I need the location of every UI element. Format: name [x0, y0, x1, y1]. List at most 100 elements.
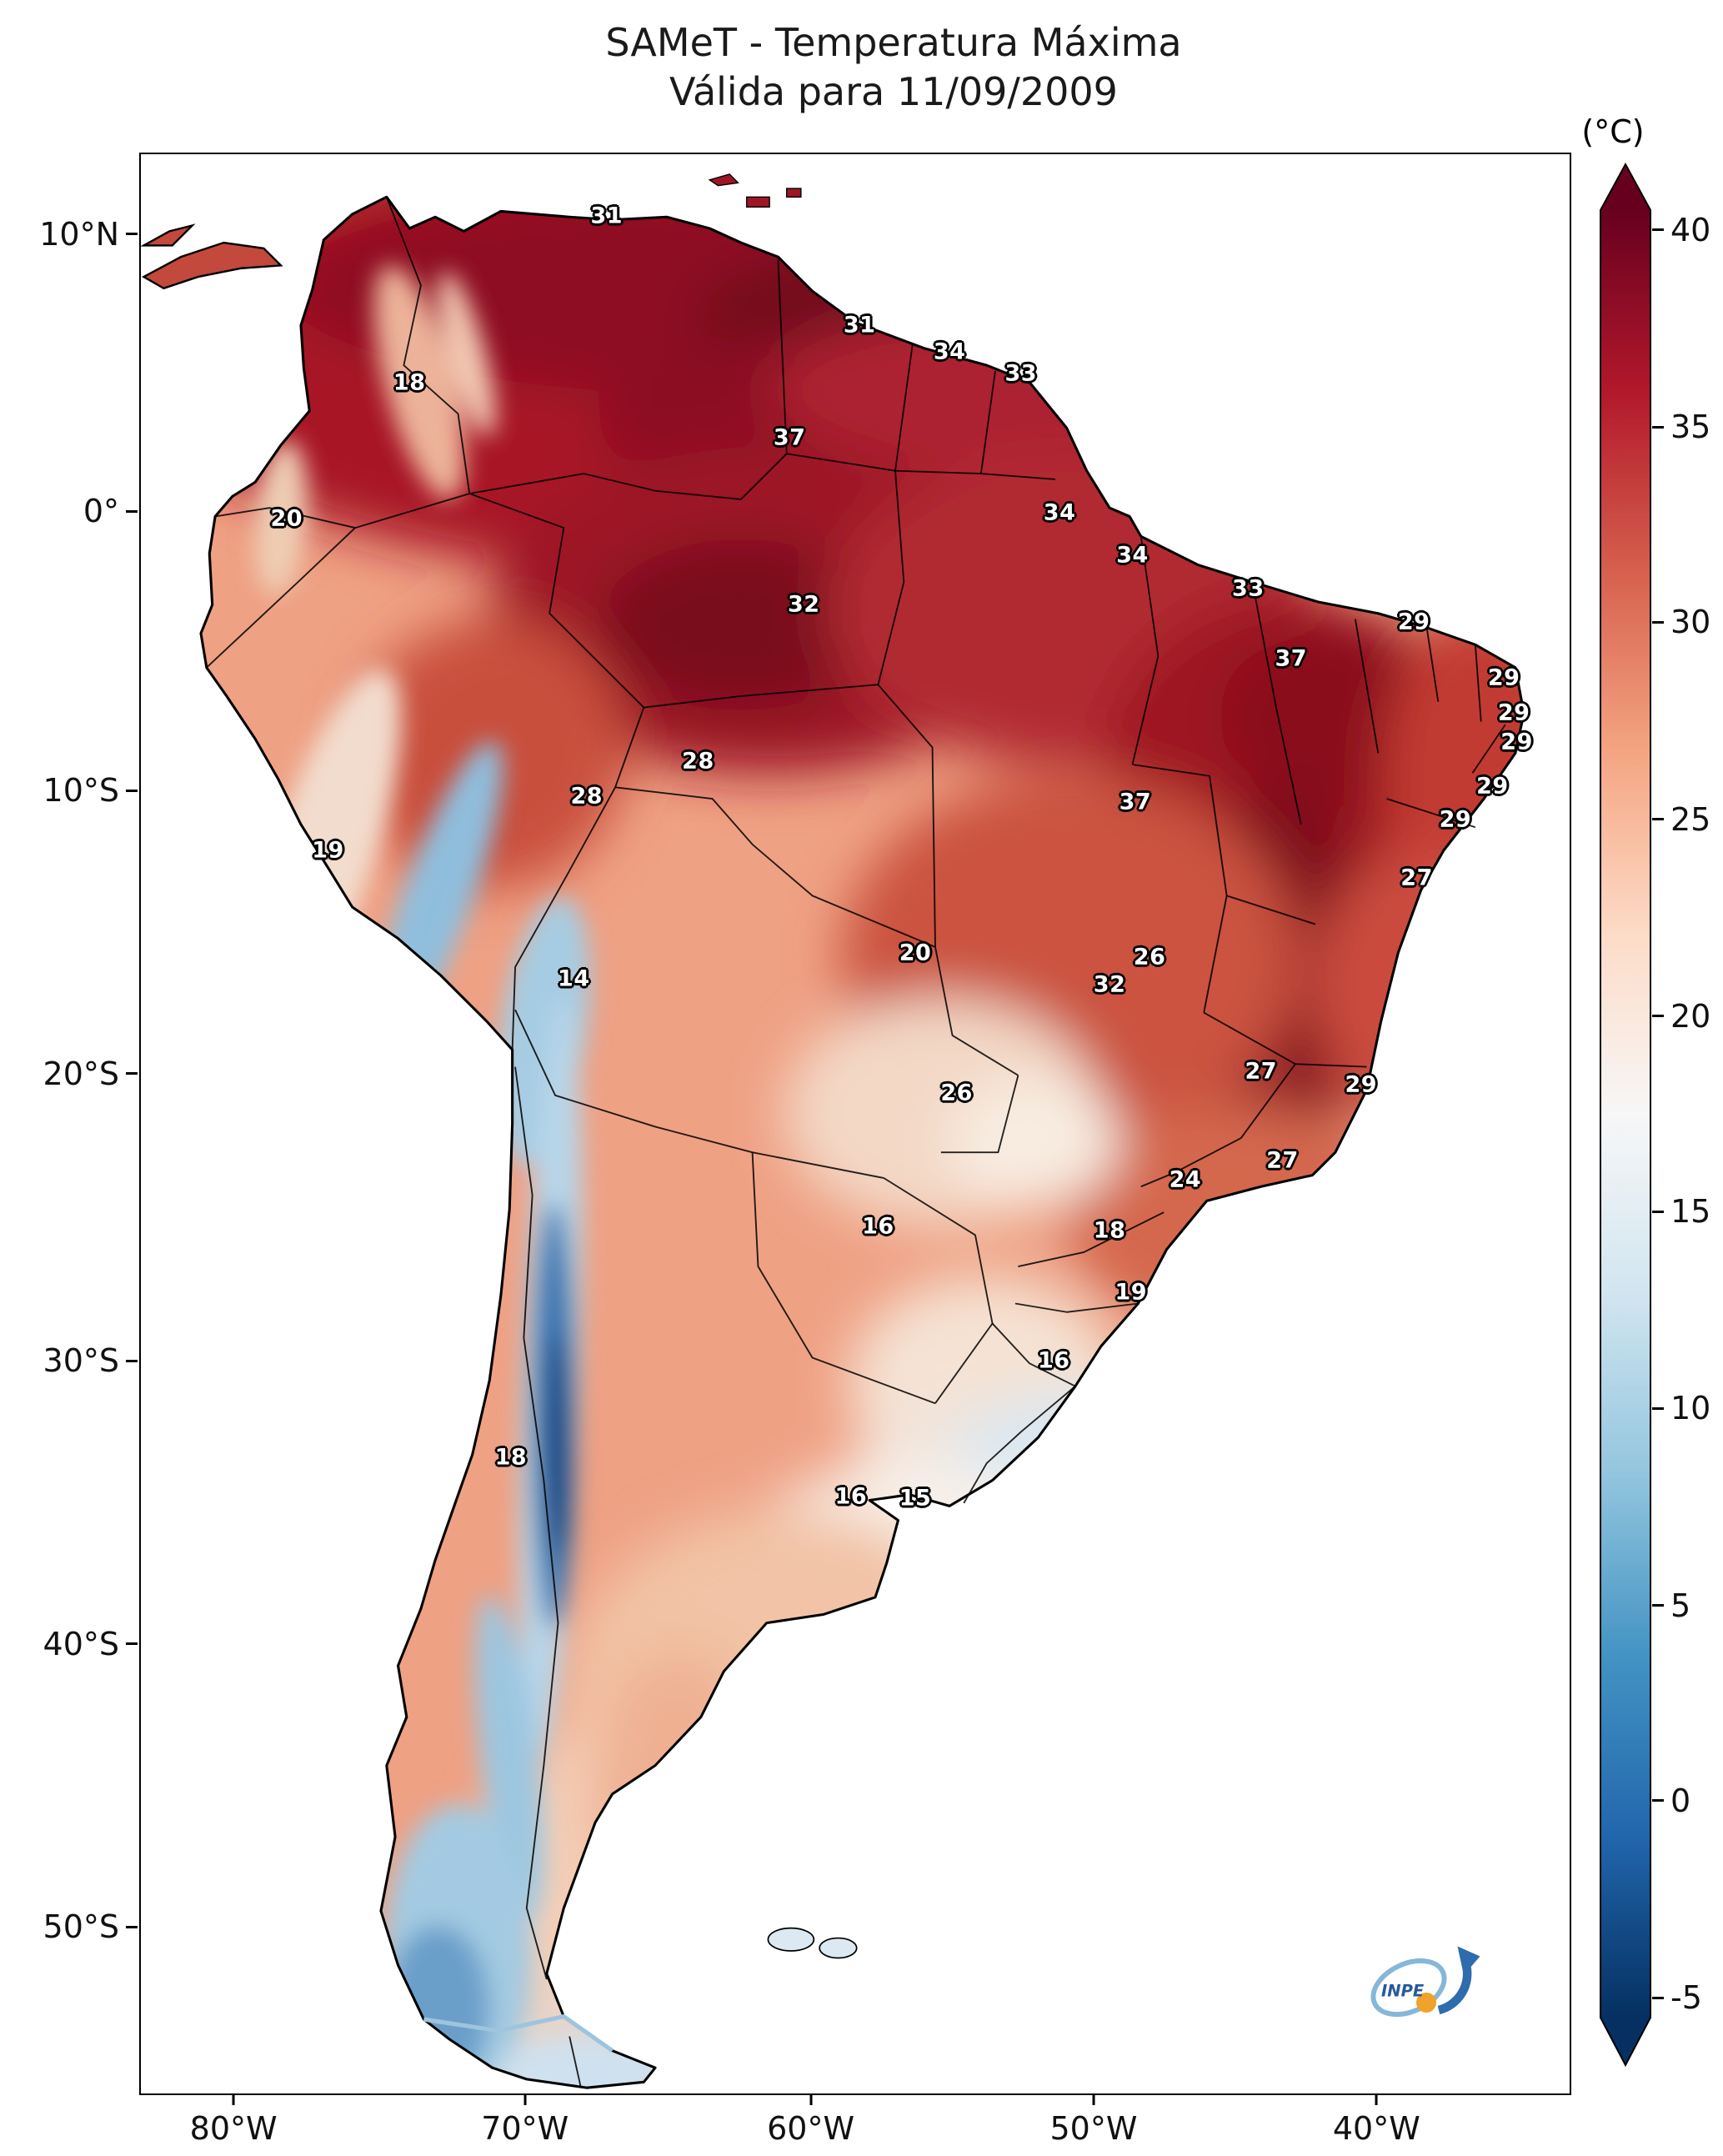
latitude-tick-label: 30°S: [43, 1342, 119, 1380]
south-america-temperature-map: [141, 173, 1525, 2089]
colorbar: [1600, 163, 1651, 2067]
latitude-tick: 10°S: [43, 772, 138, 809]
longitude-tick: 70°W: [481, 2093, 568, 2147]
latitude-tick: 30°S: [43, 1342, 138, 1379]
tick-mark: [126, 233, 138, 236]
latitude-tick: 20°S: [43, 1055, 138, 1092]
colorbar-tick-label: 15: [1670, 1193, 1711, 1231]
temperature-value-label: 32: [787, 591, 820, 618]
colorbar-tick: 10: [1652, 1390, 1710, 1426]
tick-mark: [1652, 620, 1664, 624]
colorbar-tick: 30: [1652, 604, 1710, 640]
temperature-value-label: 16: [1037, 1347, 1070, 1374]
temperature-value-label: 37: [1119, 789, 1152, 815]
longitude-tick-label: 50°W: [1049, 2110, 1138, 2147]
tick-mark: [1652, 818, 1664, 821]
colorbar-tick: 40: [1652, 212, 1710, 248]
temperature-value-label: 28: [682, 748, 714, 775]
latitude-tick: 40°S: [43, 1626, 138, 1662]
tick-mark: [126, 509, 138, 513]
colorbar-tick-label: 40: [1670, 211, 1711, 248]
temperature-value-label: 19: [1114, 1279, 1148, 1306]
longitude-tick-label: 40°W: [1332, 2110, 1420, 2147]
tick-mark: [1652, 425, 1664, 429]
latitude-tick-label: 0°: [83, 493, 119, 530]
inpe-logo-text: INPE: [1381, 1982, 1425, 2001]
temperature-value-label: 20: [270, 505, 303, 532]
latitude-tick-label: 50°S: [43, 1908, 119, 1946]
temperature-value-label: 15: [899, 1485, 932, 1512]
colorbar-tick: -5: [1652, 1979, 1702, 2016]
colorbar-tick-label: 30: [1670, 604, 1711, 641]
colorbar-tick: 25: [1652, 801, 1710, 838]
tick-mark: [1652, 1210, 1664, 1213]
colorbar-tick: 0: [1652, 1782, 1690, 1819]
temperature-value-label: 29: [1345, 1071, 1378, 1098]
temperature-value-label: 29: [1500, 729, 1533, 755]
temperature-value-label: 27: [1266, 1147, 1299, 1174]
longitude-tick: 60°W: [767, 2093, 854, 2147]
temperature-value-label: 18: [1093, 1217, 1126, 1244]
latitude-axis: 10°N 0° 10°S 20°S 30°S 40°S 50°S: [0, 153, 138, 2092]
temperature-value-label: 34: [1116, 542, 1149, 569]
strait-of-magellan: [423, 2013, 614, 2053]
map-plot-area: 31 18 31 34 33 37 20 34 34 33 32 29 37 29 29 29 29 29 28 28…: [139, 153, 1571, 2095]
temperature-value-label: 37: [773, 424, 806, 451]
temperature-value-label: 16: [834, 1483, 868, 1510]
temperature-value-label: 29: [1439, 806, 1472, 833]
temperature-value-label: 34: [933, 338, 966, 365]
longitude-tick-label: 60°W: [767, 2110, 855, 2147]
central-america: [141, 223, 283, 290]
colorbar-tick-label: 25: [1670, 800, 1711, 838]
longitude-axis: 80°W 70°W 60°W 50°W 40°W: [139, 2093, 1568, 2156]
colorbar-tick-label: 35: [1670, 409, 1711, 446]
temperature-value-label: 31: [590, 203, 624, 229]
temperature-value-label: 27: [1400, 865, 1433, 891]
longitude-tick: 80°W: [190, 2093, 278, 2147]
latitude-tick-label: 20°S: [43, 1055, 119, 1092]
temperature-value-label: 29: [1397, 609, 1430, 635]
tick-mark: [126, 1642, 138, 1646]
longitude-tick-label: 80°W: [189, 2110, 278, 2147]
temperature-value-label: 14: [558, 965, 590, 992]
colorbar-unit-label: (°C): [1581, 113, 1645, 150]
caribbean-islands: [708, 173, 802, 208]
tick-mark: [126, 1072, 138, 1075]
temperature-value-label: 33: [1232, 575, 1265, 602]
temperature-value-label: 18: [393, 369, 426, 396]
colorbar-tick-label: 10: [1670, 1390, 1711, 1427]
temperature-value-label: 20: [899, 940, 932, 966]
chart-subtitle: Válida para 11/09/2009: [669, 68, 1118, 114]
colorbar-ticks: 40 35 30 25 20 15 10 5: [1652, 210, 1723, 2018]
temperature-value-label: 29: [1497, 699, 1530, 726]
temperature-value-label: 29: [1476, 773, 1509, 800]
latitude-tick-label: 10°S: [43, 772, 119, 810]
longitude-tick: 40°W: [1333, 2093, 1420, 2147]
latitude-tick-label: 40°S: [43, 1625, 119, 1662]
tick-mark: [1652, 1996, 1664, 1999]
temperature-value-label: 24: [1169, 1166, 1202, 1193]
colorbar-tick-label: 20: [1670, 997, 1711, 1035]
tick-mark: [126, 1359, 138, 1362]
colorbar-tick: 35: [1652, 409, 1710, 445]
tick-mark: [1652, 1799, 1664, 1803]
latitude-tick: 0°: [83, 493, 138, 529]
chart-title-block: SAMeT - Temperatura Máxima Válida para 1…: [139, 18, 1648, 117]
temperature-value-label: 28: [570, 783, 604, 810]
tick-mark: [1652, 1604, 1664, 1607]
tick-mark: [1652, 1406, 1664, 1410]
tick-mark: [1092, 2093, 1095, 2105]
chart-title: SAMeT - Temperatura Máxima: [605, 20, 1182, 65]
temperature-value-label: 34: [1043, 499, 1076, 526]
temperature-value-label: 32: [1093, 971, 1126, 998]
colorbar-cold-extend-triangle: [1600, 2018, 1650, 2065]
tick-mark: [523, 2093, 527, 2105]
colorbar-gradient-bar: [1600, 210, 1650, 2018]
latitude-tick: 50°S: [43, 1908, 138, 1945]
colorbar-tick: 20: [1652, 998, 1710, 1035]
tick-mark: [1652, 1015, 1664, 1018]
tick-mark: [1652, 228, 1664, 232]
latitude-tick-label: 10°N: [39, 215, 119, 253]
temperature-value-label: 29: [1487, 664, 1520, 691]
